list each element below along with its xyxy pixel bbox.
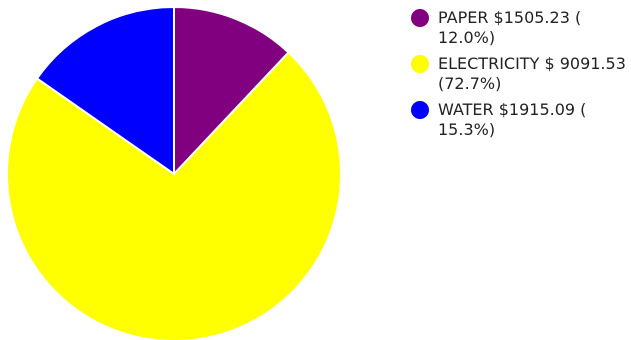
legend-swatch-electricity bbox=[411, 55, 429, 73]
chart-legend: PAPER $1505.23 ( 12.0%) ELECTRICITY $ 90… bbox=[411, 8, 629, 146]
legend-label-paper: PAPER $1505.23 ( 12.0%) bbox=[438, 8, 582, 47]
pie-slice-water bbox=[35, 5, 175, 176]
pie-slice-paper bbox=[173, 5, 290, 177]
legend-item-paper: PAPER $1505.23 ( 12.0%) bbox=[411, 8, 629, 48]
legend-swatch-paper bbox=[411, 9, 429, 27]
legend-label-water: WATER $1915.09 ( 15.3%) bbox=[438, 100, 587, 139]
pie-slice-electricity bbox=[6, 51, 342, 340]
legend-label-electricity: ELECTRICITY $ 9091.53 (72.7%) bbox=[438, 54, 626, 93]
legend-item-electricity: ELECTRICITY $ 9091.53 (72.7%) bbox=[411, 54, 629, 94]
legend-swatch-water bbox=[411, 101, 429, 119]
legend-item-water: WATER $1915.09 ( 15.3%) bbox=[411, 100, 629, 140]
